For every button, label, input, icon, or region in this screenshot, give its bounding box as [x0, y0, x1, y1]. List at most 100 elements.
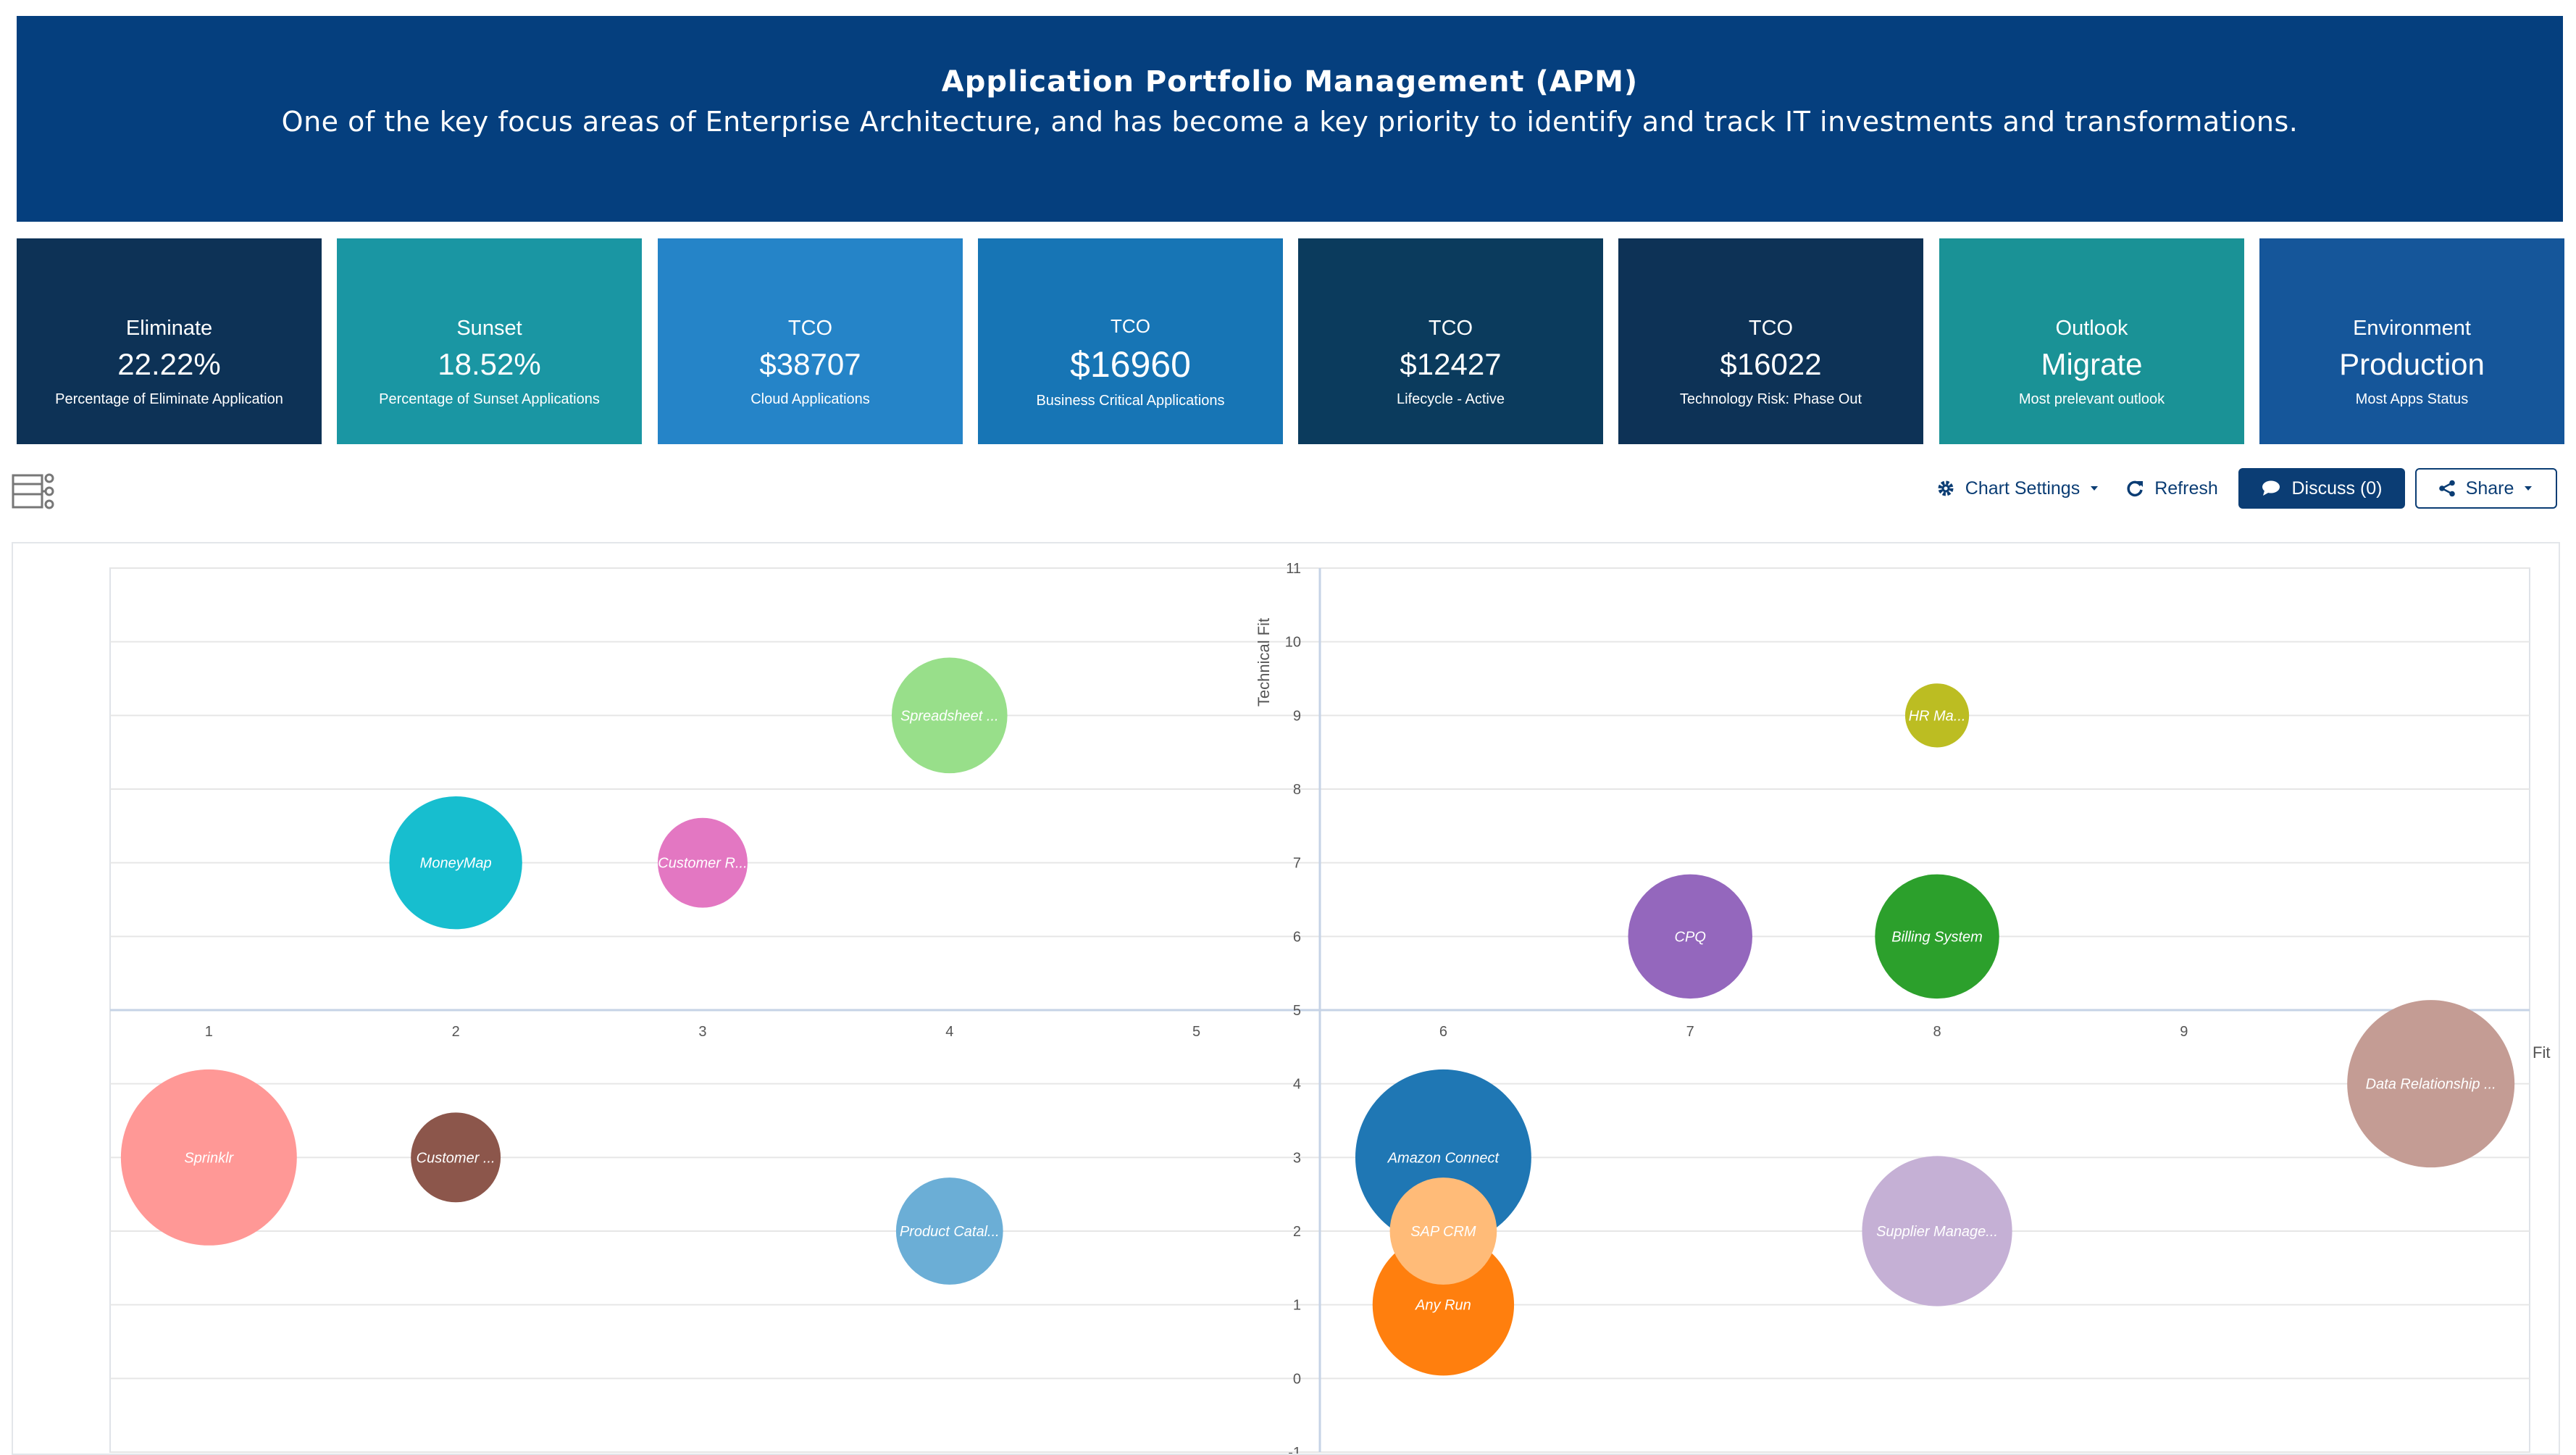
kpi-card-description: Most prelevant outlook — [2018, 391, 2165, 407]
bubble[interactable] — [895, 1177, 1003, 1285]
y-tick-label: 6 — [1293, 929, 1301, 945]
bubble[interactable] — [1862, 1156, 2012, 1306]
chart-settings-label: Chart Settings — [1965, 478, 2081, 499]
caret-down-icon — [2091, 486, 2099, 491]
bubble-label: Billing System — [1891, 929, 1983, 945]
bubble[interactable] — [657, 817, 748, 908]
kpi-card-description: Cloud Applications — [750, 391, 870, 407]
kpi-card-value: Migrate — [2041, 347, 2143, 381]
y-tick-label: 1 — [1293, 1298, 1301, 1314]
bubble[interactable] — [1875, 874, 1999, 999]
x-tick-label: 1 — [205, 1024, 213, 1040]
page-header: Application Portfolio Management (APM) O… — [17, 16, 2563, 222]
y-tick-label: 3 — [1293, 1150, 1301, 1166]
kpi-card-label: Environment — [2353, 317, 2471, 340]
kpi-card-tco-technology-risk[interactable]: TCO $16022 Technology Risk: Phase Out — [1618, 238, 1923, 444]
chart-settings-button[interactable]: Chart Settings — [1924, 468, 2112, 509]
bubble-label: Spreadsheet ... — [900, 708, 999, 724]
kpi-card-description: Business Critical Applications — [1036, 393, 1225, 409]
kpi-card-value: Production — [2339, 347, 2485, 381]
bubble[interactable] — [1904, 683, 1970, 748]
x-tick-label: 7 — [1686, 1024, 1694, 1040]
bubble-label: Data Relationship ... — [2366, 1077, 2496, 1093]
x-tick-label: 4 — [945, 1024, 953, 1040]
refresh-button[interactable]: Refresh — [2121, 468, 2222, 509]
bubble[interactable] — [1628, 874, 1752, 999]
kpi-card-sunset[interactable]: Sunset 18.52% Percentage of Sunset Appli… — [337, 238, 642, 444]
bubble[interactable] — [2347, 1000, 2515, 1168]
kpi-card-label: Eliminate — [125, 317, 213, 340]
kpi-card-label: TCO — [787, 317, 833, 340]
bubble-label: MoneyMap — [420, 856, 492, 872]
share-icon — [2438, 480, 2455, 497]
gear-icon — [1938, 480, 1954, 496]
discuss-button[interactable]: Discuss (0) — [2238, 468, 2405, 509]
y-tick-label: 5 — [1293, 1003, 1301, 1019]
kpi-card-value: $12427 — [1400, 347, 1502, 381]
kpi-card-value: 18.52% — [438, 347, 541, 381]
kpi-card-tco-lifecycle[interactable]: TCO $12427 Lifecycle - Active — [1298, 238, 1603, 444]
y-tick-label: -1 — [1288, 1445, 1301, 1454]
kpi-card-value: $16022 — [1720, 347, 1822, 381]
y-tick-label: 7 — [1293, 856, 1301, 872]
page-subtitle: One of the key focus areas of Enterprise… — [281, 106, 2299, 138]
kpi-card-tco-cloud[interactable]: TCO $38707 Cloud Applications — [658, 238, 963, 444]
y-tick-label: 9 — [1293, 708, 1301, 724]
kpi-card-outlook[interactable]: Outlook Migrate Most prelevant outlook — [1939, 238, 2244, 444]
kpi-card-tco-business-critical[interactable]: TCO $16960 Business Critical Application… — [978, 238, 1283, 444]
refresh-label: Refresh — [2154, 478, 2218, 499]
y-axis-label: Technical Fit — [1255, 618, 1273, 706]
x-tick-label: 8 — [1933, 1024, 1941, 1040]
kpi-card-value: $38707 — [759, 347, 861, 381]
kpi-card-label: TCO — [1748, 317, 1794, 340]
bubble-label: Customer ... — [417, 1150, 495, 1166]
x-tick-label: 5 — [1192, 1024, 1200, 1040]
y-tick-label: 2 — [1293, 1224, 1301, 1240]
bubble-label: Sprinklr — [184, 1150, 234, 1166]
kpi-card-description: Lifecycle - Active — [1397, 391, 1505, 407]
bubble[interactable] — [120, 1069, 297, 1246]
bubble-label: Any Run — [1415, 1298, 1471, 1314]
bubble-label: SAP CRM — [1410, 1224, 1476, 1240]
x-tick-label: 6 — [1439, 1024, 1447, 1040]
discuss-label: Discuss (0) — [2291, 478, 2383, 499]
kpi-card-description: Technology Risk: Phase Out — [1679, 391, 1862, 407]
kpi-card-label: Sunset — [456, 317, 522, 340]
x-tick-label: 9 — [2180, 1024, 2188, 1040]
share-label: Share — [2465, 478, 2514, 499]
bubble[interactable] — [891, 657, 1008, 774]
bubble[interactable] — [389, 796, 522, 930]
kpi-card-eliminate[interactable]: Eliminate 22.22% Percentage of Eliminate… — [17, 238, 322, 444]
y-tick-label: 4 — [1293, 1077, 1301, 1093]
bubble-label: Customer R... — [658, 856, 747, 872]
share-button[interactable]: Share — [2415, 468, 2557, 509]
caret-down-icon — [2525, 486, 2533, 491]
bubble-label: Product Catal... — [900, 1224, 1000, 1240]
y-tick-label: 10 — [1285, 635, 1301, 651]
comment-icon — [2262, 480, 2280, 496]
x-axis-label: Fit — [2533, 1043, 2550, 1062]
page-title: Application Portfolio Management (APM) — [941, 65, 1639, 99]
hierarchy-icon[interactable] — [12, 471, 57, 512]
y-tick-label: 8 — [1293, 782, 1301, 798]
kpi-card-description: Percentage of Eliminate Application — [55, 391, 283, 407]
refresh-icon — [2127, 480, 2144, 497]
kpi-card-value: $16960 — [1070, 344, 1191, 385]
bubble-label: Amazon Connect — [1387, 1150, 1500, 1166]
kpi-card-value: 22.22% — [117, 347, 221, 381]
bubble-label: Supplier Manage... — [1876, 1224, 1998, 1240]
chart-axes — [110, 568, 2530, 1452]
y-tick-label: 11 — [1286, 561, 1301, 577]
x-tick-label: 2 — [452, 1024, 460, 1040]
bubble[interactable] — [411, 1112, 501, 1203]
bubble[interactable] — [1389, 1177, 1497, 1285]
x-tick-label: 3 — [698, 1024, 706, 1040]
bubble-label: CPQ — [1675, 929, 1706, 945]
kpi-card-label: TCO — [1428, 317, 1473, 340]
kpi-card-environment[interactable]: Environment Production Most Apps Status — [2259, 238, 2564, 444]
y-tick-label: 0 — [1293, 1371, 1301, 1387]
bubble-label: HR Ma... — [1909, 708, 1966, 724]
